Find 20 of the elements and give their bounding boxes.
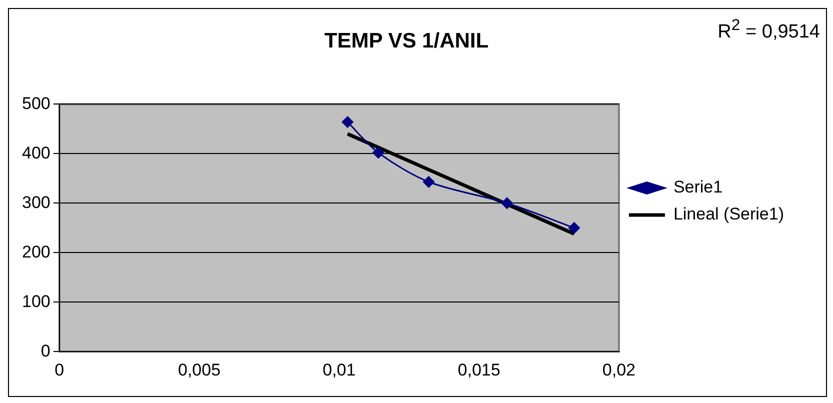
- point: [568, 222, 580, 234]
- x-tick-label: 0,015: [458, 360, 500, 380]
- x-tick-label: 0,005: [178, 360, 221, 380]
- point: [342, 116, 354, 128]
- point: [422, 176, 434, 188]
- y-tick-label: 0: [40, 341, 50, 360]
- y-tick-label: 300: [22, 192, 50, 212]
- legend-label: Serie1: [673, 178, 723, 197]
- y-tick-label: 400: [22, 143, 50, 162]
- x-tick-label: 0,02: [602, 360, 636, 380]
- point: [372, 146, 384, 158]
- point: [501, 197, 513, 209]
- legend-label: Lineal (Serie1): [673, 204, 784, 224]
- y-tick-label: 500: [22, 94, 50, 113]
- text: R$^{2}$ = 0,9514: [718, 17, 820, 44]
- x-tick-label: 0,01: [322, 360, 356, 380]
- x-tick-label: 0: [54, 360, 64, 380]
- chart-title: TEMP VS 1/ANIL: [324, 29, 489, 52]
- y-tick-label: 100: [22, 292, 50, 311]
- y-tick-label: 200: [22, 242, 50, 262]
